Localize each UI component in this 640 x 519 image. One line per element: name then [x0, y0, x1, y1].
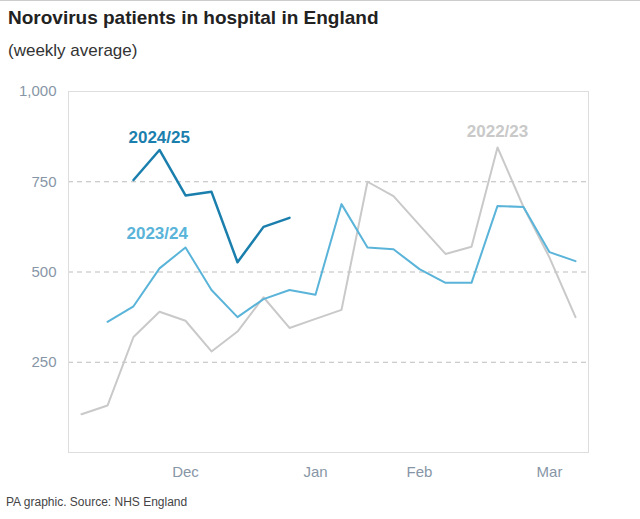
svg-text:500: 500 [31, 263, 56, 280]
svg-text:2022/23: 2022/23 [467, 122, 528, 141]
svg-text:Jan: Jan [303, 463, 327, 480]
svg-text:250: 250 [31, 353, 56, 370]
svg-text:1,000: 1,000 [19, 82, 57, 99]
html-text:(weekly average): (weekly average) [8, 41, 138, 60]
svg-text:2023/24: 2023/24 [127, 224, 189, 243]
svg-text:Mar: Mar [537, 463, 563, 480]
svg-text:2024/25: 2024/25 [129, 128, 190, 147]
html-text:PA graphic. Source: NHS Englan: PA graphic. Source: NHS England [6, 495, 188, 509]
svg-text:750: 750 [31, 173, 56, 190]
svg-text:Dec: Dec [172, 463, 199, 480]
html-text:Norovirus patients in hospital: Norovirus patients in hospital in Englan… [8, 7, 379, 28]
svg-text:Feb: Feb [407, 463, 433, 480]
